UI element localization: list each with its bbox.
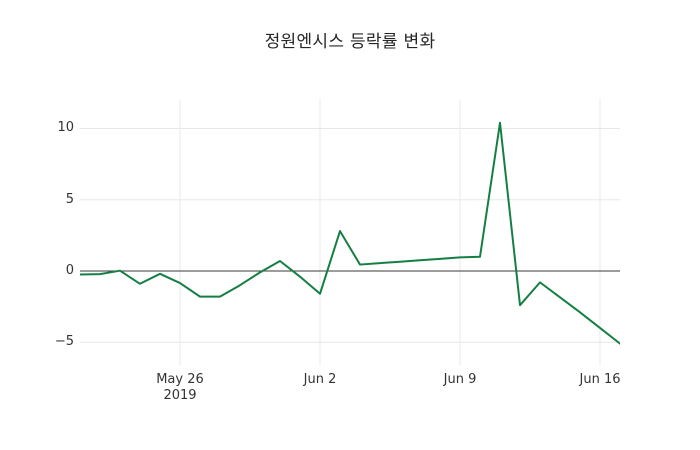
x-tick-label-primary: Jun 9 [443,372,477,387]
data-line-series [80,121,620,345]
y-tick-label: 10 [57,120,74,136]
x-tick-label: Jun 9 [444,372,477,388]
x-tick-label: May 26 2019 [156,372,204,404]
x-tick-label-primary: Jun 2 [303,372,337,387]
chart-title: 정원엔시스 등락률 변화 [264,32,436,52]
line-chart-svg [80,100,620,365]
y-tick-label: 5 [65,191,74,207]
x-tick-label: Jun 16 [580,372,621,388]
x-tick-label-primary: Jun 16 [579,372,621,387]
y-axis-tick-labels: 10 5 0 −5 [26,100,74,365]
vertical-gridlines [179,100,601,365]
x-tick-label-primary: May 26 [156,372,204,387]
horizontal-gridlines [80,127,620,343]
x-tick-label: Jun 2 [304,372,337,388]
y-tick-label: 0 [65,262,74,278]
plot-area [80,100,620,365]
x-axis-tick-labels: May 26 2019 Jun 2 Jun 9 Jun 16 [80,372,620,422]
x-tick-label-year: 2019 [163,388,197,403]
y-tick-label: −5 [54,334,74,350]
